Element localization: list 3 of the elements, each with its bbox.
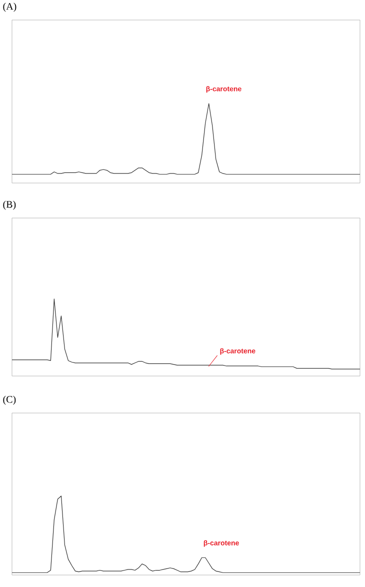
- chart-title: (A): [3, 2, 16, 12]
- chart-title: (B): [3, 200, 16, 210]
- chart-title: (C): [3, 396, 16, 405]
